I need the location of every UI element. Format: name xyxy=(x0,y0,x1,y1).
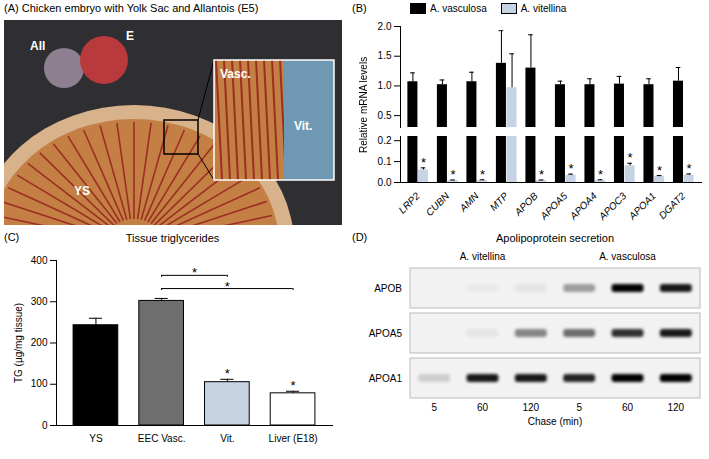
svg-text:120: 120 xyxy=(667,402,684,413)
svg-text:*: * xyxy=(598,167,603,182)
svg-text:120: 120 xyxy=(522,402,539,413)
svg-text:*: * xyxy=(421,155,426,170)
svg-text:0.0: 0.0 xyxy=(378,177,392,188)
svg-text:*: * xyxy=(480,167,485,182)
svg-text:TG (µg/mg tissue): TG (µg/mg tissue) xyxy=(13,303,24,383)
svg-text:APOA5: APOA5 xyxy=(537,190,569,222)
svg-text:2.0: 2.0 xyxy=(378,21,392,32)
html-text:(C): (C) xyxy=(4,231,20,243)
svg-text:A. vasculosa: A. vasculosa xyxy=(599,251,656,262)
svg-text:EEC Vasc.: EEC Vasc. xyxy=(138,433,186,444)
svg-text:400: 400 xyxy=(31,255,48,266)
svg-text:200: 200 xyxy=(31,337,48,348)
html-text:Relative mRNA levels: Relative mRNA levels xyxy=(358,56,369,154)
svg-text:*: * xyxy=(539,167,544,182)
svg-text:*: * xyxy=(291,378,296,393)
svg-text:1.0: 1.0 xyxy=(378,80,392,91)
svg-text:*: * xyxy=(225,279,230,294)
svg-text:AMN: AMN xyxy=(457,190,482,215)
svg-text:Vit.: Vit. xyxy=(294,119,312,133)
svg-text:APOB: APOB xyxy=(374,283,402,294)
svg-text:0.5: 0.5 xyxy=(378,110,392,121)
svg-text:APOB: APOB xyxy=(512,190,540,218)
svg-text:APOA1: APOA1 xyxy=(626,190,658,222)
svg-text:E: E xyxy=(126,29,134,43)
svg-text:Vasc.: Vasc. xyxy=(220,67,251,81)
svg-text:All: All xyxy=(30,39,45,53)
html-text:(A) Chicken embryo with Yolk S: (A) Chicken embryo with Yolk Sac and All… xyxy=(4,2,259,14)
html-text:(B): (B) xyxy=(352,2,367,14)
svg-text:Chase (min): Chase (min) xyxy=(528,416,582,427)
svg-text:APOA5: APOA5 xyxy=(369,328,403,339)
svg-text:*: * xyxy=(569,161,574,176)
svg-text:5: 5 xyxy=(431,402,437,413)
svg-text:*: * xyxy=(628,150,633,165)
svg-text:5: 5 xyxy=(576,402,582,413)
svg-text:Liver (E18): Liver (E18) xyxy=(269,433,318,444)
html-text:Apolipoprotein secretion: Apolipoprotein secretion xyxy=(496,232,614,244)
svg-text:MTP: MTP xyxy=(488,190,511,213)
svg-text:1.5: 1.5 xyxy=(378,50,392,61)
svg-text:CUBN: CUBN xyxy=(424,190,452,218)
html-text:A. vitellina: A. vitellina xyxy=(520,3,567,14)
svg-text:Vit.: Vit. xyxy=(220,433,234,444)
svg-text:*: * xyxy=(192,265,197,280)
svg-text:0.2: 0.2 xyxy=(378,135,392,146)
svg-text:A. vitellina: A. vitellina xyxy=(460,251,506,262)
svg-text:LRP2: LRP2 xyxy=(396,190,422,216)
svg-text:300: 300 xyxy=(31,296,48,307)
svg-text:100: 100 xyxy=(31,378,48,389)
svg-text:YS: YS xyxy=(89,433,103,444)
svg-text:0: 0 xyxy=(42,420,48,431)
html-text:A. vasculosa: A. vasculosa xyxy=(430,3,487,14)
svg-text:*: * xyxy=(687,161,692,176)
svg-text:APOC3: APOC3 xyxy=(596,190,629,223)
svg-text:60: 60 xyxy=(477,402,489,413)
svg-text:*: * xyxy=(225,366,230,381)
html-text:Tissue triglycerides: Tissue triglycerides xyxy=(125,232,220,244)
svg-text:0.1: 0.1 xyxy=(378,156,392,167)
svg-text:YS: YS xyxy=(74,184,90,198)
svg-text:60: 60 xyxy=(622,402,634,413)
svg-text:*: * xyxy=(450,167,455,182)
svg-text:*: * xyxy=(657,163,662,178)
svg-text:APOA4: APOA4 xyxy=(567,190,599,222)
svg-text:DGAT2: DGAT2 xyxy=(657,190,688,221)
html-text:(D): (D) xyxy=(352,231,368,243)
svg-text:APOA1: APOA1 xyxy=(369,373,403,384)
